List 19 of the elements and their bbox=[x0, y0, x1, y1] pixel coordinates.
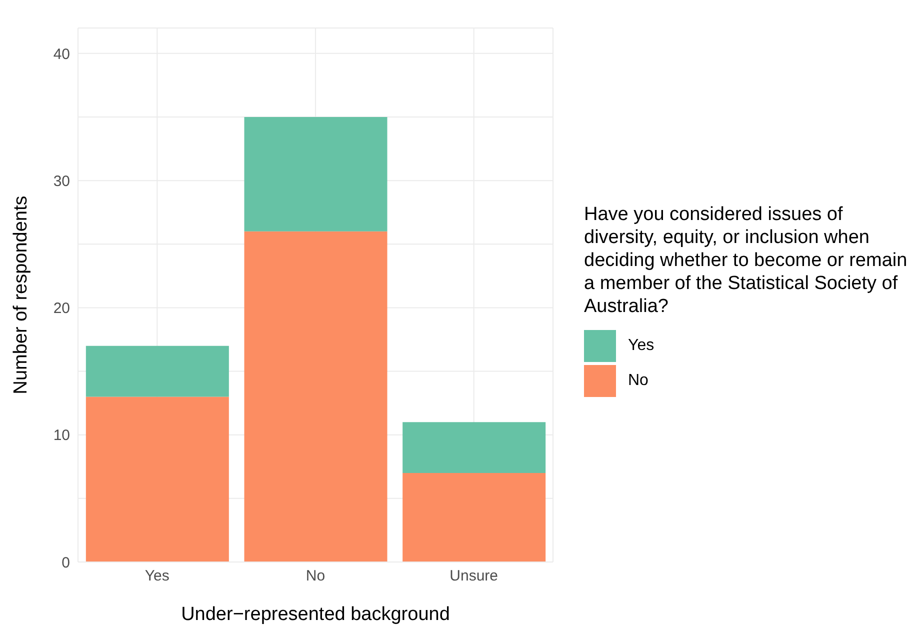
x-tick-label: Yes bbox=[144, 568, 170, 585]
bar bbox=[402, 422, 546, 473]
x-tick-label: No bbox=[306, 568, 326, 585]
bar bbox=[244, 231, 388, 562]
bar bbox=[86, 346, 229, 397]
x-tick-label: Unsure bbox=[450, 568, 498, 585]
y-tick-label: 30 bbox=[53, 172, 70, 190]
legend-title: Have you considered issues of diversity, equity, or inclusion when deciding whether to become or remain a member of the Statistical Society of Australia? bbox=[584, 203, 908, 318]
y-tick-label: 10 bbox=[53, 427, 70, 444]
legend-label: No bbox=[628, 372, 648, 390]
y-tick-label: 40 bbox=[53, 46, 70, 63]
bar bbox=[244, 117, 388, 232]
y-axis-title: Number of respondents bbox=[10, 196, 32, 394]
bar bbox=[402, 473, 546, 562]
legend-label: Yes bbox=[628, 336, 654, 354]
y-tick-label: 0 bbox=[62, 554, 70, 572]
y-tick-label: 20 bbox=[53, 300, 70, 318]
x-axis-title: Under−represented background bbox=[181, 604, 450, 625]
bar bbox=[86, 396, 229, 562]
